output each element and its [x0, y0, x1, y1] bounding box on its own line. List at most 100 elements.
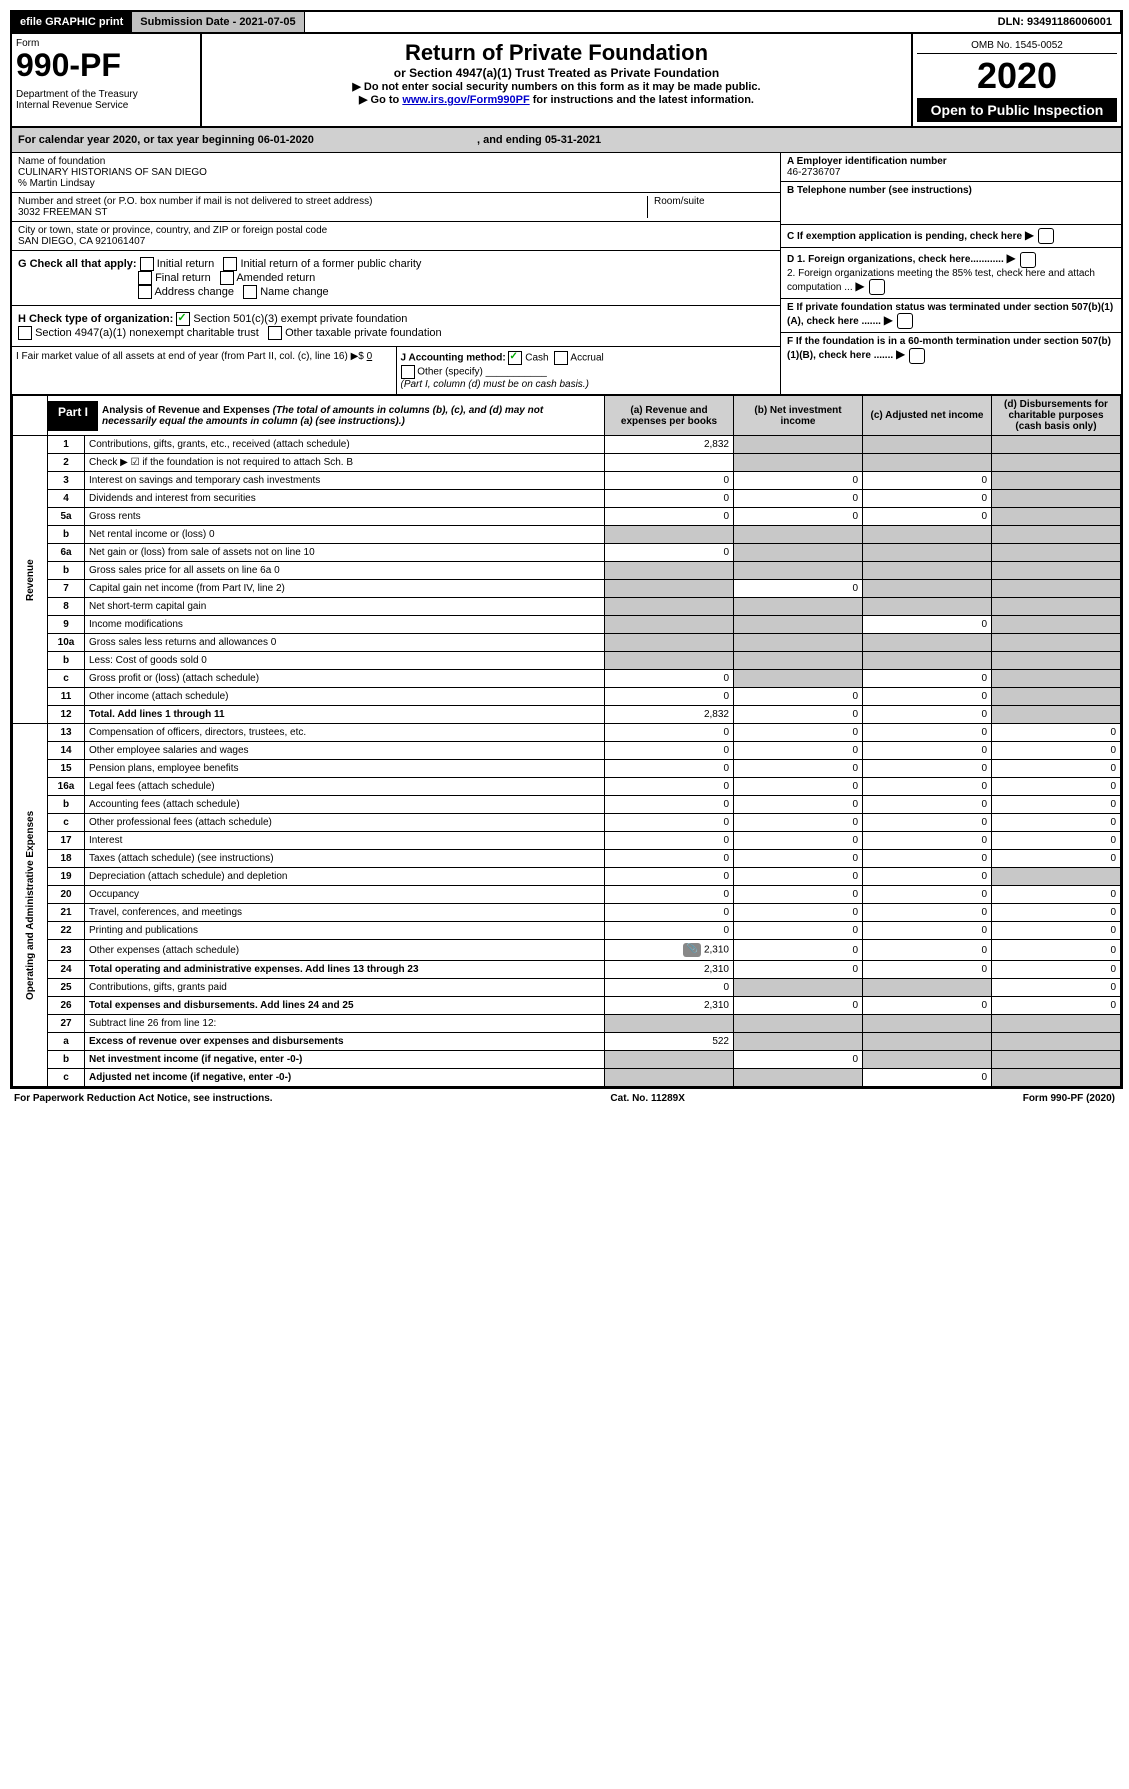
table-row: Revenue1Contributions, gifts, grants, et…: [13, 436, 1121, 454]
line-number: 5a: [48, 508, 85, 526]
cell-value: [992, 670, 1121, 688]
cell-value: [734, 670, 863, 688]
address-cell: Number and street (or P.O. box number if…: [12, 193, 780, 222]
cell-value: 0: [863, 832, 992, 850]
cell-value: 0: [605, 742, 734, 760]
cell-value: [863, 1015, 992, 1033]
cb-4947[interactable]: [18, 326, 32, 340]
irs-link[interactable]: www.irs.gov/Form990PF: [402, 94, 529, 106]
table-row: 4Dividends and interest from securities0…: [13, 490, 1121, 508]
table-row: 27Subtract line 26 from line 12:: [13, 1015, 1121, 1033]
section-f: F If the foundation is in a 60-month ter…: [781, 333, 1121, 366]
line-desc: Interest on savings and temporary cash i…: [85, 472, 605, 490]
cell-value: 0: [605, 472, 734, 490]
cb-d1[interactable]: [1020, 252, 1036, 268]
table-row: Operating and Administrative Expenses13C…: [13, 724, 1121, 742]
cell-value: 0: [734, 706, 863, 724]
foundation-name: CULINARY HISTORIANS OF SAN DIEGO: [18, 167, 774, 178]
ein-cell: A Employer identification number 46-2736…: [781, 153, 1121, 182]
foundation-name-cell: Name of foundation CULINARY HISTORIANS O…: [12, 153, 780, 193]
cb-final[interactable]: [138, 271, 152, 285]
line-number: 24: [48, 961, 85, 979]
table-row: aExcess of revenue over expenses and dis…: [13, 1033, 1121, 1051]
cell-value: [734, 616, 863, 634]
cb-other-tax[interactable]: [268, 326, 282, 340]
city-cell: City or town, state or province, country…: [12, 222, 780, 251]
cb-cash[interactable]: [508, 351, 522, 365]
cell-value: 0: [605, 724, 734, 742]
line-number: 19: [48, 868, 85, 886]
line-number: a: [48, 1033, 85, 1051]
cell-value: [605, 1051, 734, 1069]
line-desc: Taxes (attach schedule) (see instruction…: [85, 850, 605, 868]
cb-initial[interactable]: [140, 257, 154, 271]
cb-amended[interactable]: [220, 271, 234, 285]
table-row: 23Other expenses (attach schedule)📎 2,31…: [13, 940, 1121, 961]
cb-d2[interactable]: [869, 279, 885, 295]
fmv-value: 0: [367, 351, 373, 362]
line-desc: Net short-term capital gain: [85, 598, 605, 616]
cb-address[interactable]: [138, 285, 152, 299]
cell-value: 0: [863, 796, 992, 814]
cell-value: [863, 436, 992, 454]
cell-value: [992, 868, 1121, 886]
cell-value: [863, 544, 992, 562]
cb-501c3[interactable]: [176, 312, 190, 326]
line-number: 13: [48, 724, 85, 742]
table-row: cAdjusted net income (if negative, enter…: [13, 1069, 1121, 1087]
line-desc: Other employee salaries and wages: [85, 742, 605, 760]
cb-f[interactable]: [909, 348, 925, 364]
col-a-header: (a) Revenue and expenses per books: [605, 396, 734, 436]
cell-value: 0: [863, 616, 992, 634]
cell-value: 0: [605, 508, 734, 526]
cell-value: 0: [863, 1069, 992, 1087]
cb-c[interactable]: [1038, 228, 1054, 244]
line-desc: Depreciation (attach schedule) and deple…: [85, 868, 605, 886]
cell-value: [992, 616, 1121, 634]
top-bar: efile GRAPHIC print Submission Date - 20…: [12, 12, 1121, 34]
cell-value: [863, 652, 992, 670]
cell-value: [992, 508, 1121, 526]
line-number: b: [48, 562, 85, 580]
cb-name[interactable]: [243, 285, 257, 299]
cell-value: 0: [734, 724, 863, 742]
cell-value: 0: [992, 922, 1121, 940]
cell-value: 0: [863, 922, 992, 940]
cell-value: 0: [863, 724, 992, 742]
table-row: 17Interest0000: [13, 832, 1121, 850]
cb-initial-former[interactable]: [223, 257, 237, 271]
line-number: 20: [48, 886, 85, 904]
tax-year: 2020: [917, 54, 1117, 98]
cb-other-method[interactable]: [401, 365, 415, 379]
cell-value: [605, 598, 734, 616]
dln-label: DLN: 93491186006001: [990, 12, 1121, 32]
cell-value: [992, 1069, 1121, 1087]
cell-value: 2,310: [605, 961, 734, 979]
table-row: 14Other employee salaries and wages0000: [13, 742, 1121, 760]
section-ij: I Fair market value of all assets at end…: [12, 347, 780, 394]
cb-e[interactable]: [897, 313, 913, 329]
cell-value: 0: [863, 688, 992, 706]
cell-value: 0: [734, 904, 863, 922]
line-number: 7: [48, 580, 85, 598]
col-c-header: (c) Adjusted net income: [863, 396, 992, 436]
table-row: bNet rental income or (loss) 0: [13, 526, 1121, 544]
cell-value: 0: [992, 979, 1121, 997]
table-row: 24Total operating and administrative exp…: [13, 961, 1121, 979]
line-number: 12: [48, 706, 85, 724]
header-center: Return of Private Foundation or Section …: [202, 34, 913, 126]
table-row: cOther professional fees (attach schedul…: [13, 814, 1121, 832]
cell-value: 0: [863, 814, 992, 832]
cell-value: [734, 1033, 863, 1051]
cell-value: [734, 634, 863, 652]
header-right: OMB No. 1545-0052 2020 Open to Public In…: [913, 34, 1121, 126]
cell-value: 0: [863, 997, 992, 1015]
cell-value: [734, 598, 863, 616]
cb-accrual[interactable]: [554, 351, 568, 365]
street-address: 3032 FREEMAN ST: [18, 207, 647, 218]
line-number: b: [48, 1051, 85, 1069]
attachment-icon[interactable]: 📎: [683, 943, 701, 957]
efile-label: efile GRAPHIC print: [12, 12, 132, 32]
table-row: bGross sales price for all assets on lin…: [13, 562, 1121, 580]
cell-value: [734, 562, 863, 580]
